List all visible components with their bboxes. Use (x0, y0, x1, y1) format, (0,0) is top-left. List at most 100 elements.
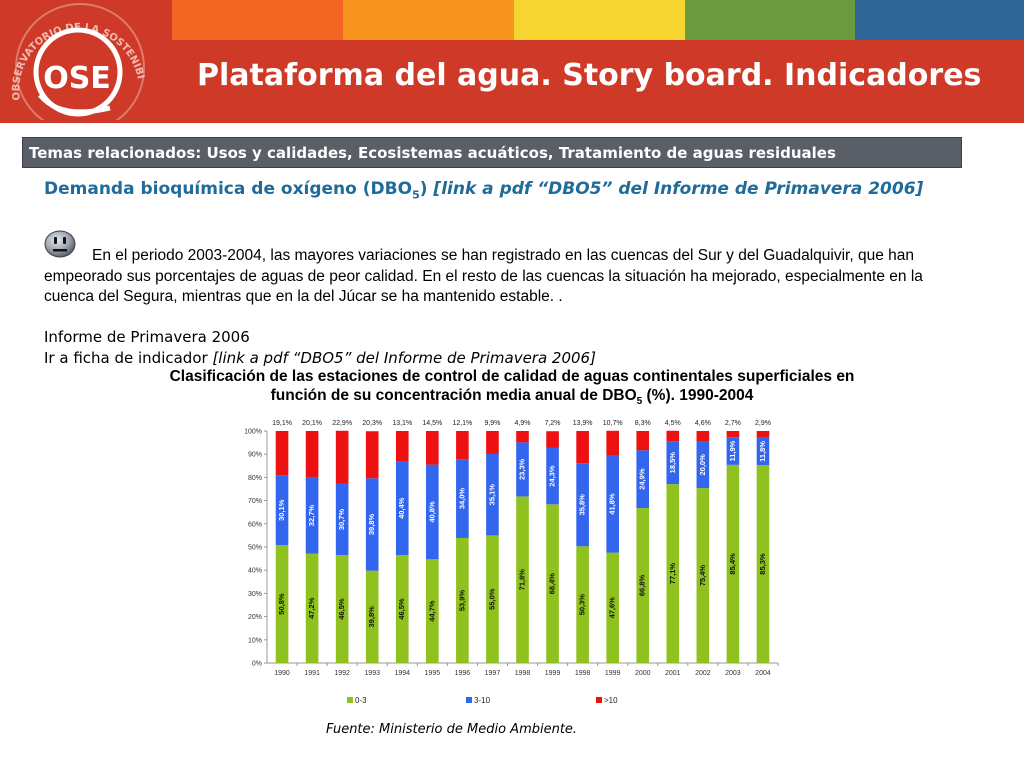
bar-top-label: 7,2% (545, 420, 561, 427)
bar-value-label: 40,8% (427, 501, 436, 523)
bar-segment-03 (516, 496, 529, 663)
bar-segment-310 (335, 483, 349, 556)
legend-swatch (466, 697, 472, 703)
bar-segment-03 (756, 465, 770, 663)
bar-top-label: 13,9% (573, 420, 593, 427)
bar-segment-310 (305, 477, 319, 554)
bar-value-label: 77,1% (668, 563, 677, 585)
bar-segment-03 (486, 535, 499, 663)
indicator-sheet-prefix: Ir a ficha de indicador (44, 349, 213, 367)
related-topics-box: Temas relacionados: Usos y calidades, Ec… (22, 137, 962, 168)
bar-segment-10 (516, 431, 529, 443)
x-tick-label: 1997 (485, 670, 501, 677)
bar-top-label: 20,1% (302, 420, 322, 427)
bar-segment-03 (305, 553, 319, 663)
indicator-sheet-link-line: Ir a ficha de indicador [link a pdf “DBO… (44, 349, 596, 367)
x-tick-label: 1994 (394, 670, 410, 677)
bar-segment-03 (666, 484, 680, 663)
bar-segment-03 (696, 488, 710, 663)
header-stripe-3 (514, 0, 685, 40)
bar-segment-10 (275, 431, 289, 476)
bar-segment-03 (546, 504, 559, 663)
bar-segment-10 (335, 430, 349, 484)
bar-segment-03 (606, 552, 619, 663)
bar-segment-310 (726, 437, 740, 465)
header-divider (0, 120, 1024, 123)
x-tick-label: 1996 (455, 670, 471, 677)
x-tick-label: 1998 (515, 670, 531, 677)
y-tick-label: 90% (248, 452, 262, 459)
bar-value-label: 46,5% (397, 598, 406, 620)
bar-segment-10 (426, 431, 439, 465)
indicator-sheet-link[interactable]: [link a pdf “DBO5” del Informe de Primav… (212, 349, 596, 367)
bar-value-label: 32,7% (307, 505, 316, 527)
x-tick-label: 2003 (725, 670, 741, 677)
ose-logo: OBSERVATORIO DE LA SOSTENIBILIDAD OSE (0, 0, 146, 120)
bar-segment-03 (636, 508, 650, 663)
legend-label: 3-10 (474, 696, 491, 705)
bar-segment-10 (395, 431, 409, 462)
bar-value-label: 41,8% (608, 493, 617, 515)
bar-top-label: 10,7% (603, 420, 623, 427)
chart-title-line2-pre: función de su concentración media anual … (270, 387, 637, 404)
x-tick-label: 2000 (635, 670, 651, 677)
bar-value-label: 30,7% (337, 509, 346, 531)
bar-value-label: 50,3% (578, 594, 587, 616)
x-tick-label: 1999 (605, 670, 621, 677)
bar-segment-10 (696, 431, 710, 442)
bar-top-label: 12,1% (452, 420, 472, 427)
bar-value-label: 66,8% (638, 575, 647, 597)
bar-top-label: 14,5% (422, 420, 442, 427)
indicator-title-sub: 5 (412, 188, 420, 202)
indicator-heading: Demanda bioquímica de oxígeno (DBO5) [li… (44, 178, 974, 206)
bar-value-label: 11,8% (758, 441, 767, 462)
bar-value-label: 75,4% (698, 565, 707, 587)
bar-top-label: 2,9% (755, 420, 771, 427)
bar-value-label: 68,4% (548, 573, 557, 595)
logo-text: OSE (43, 61, 111, 96)
indicator-pdf-link[interactable]: [link a pdf “DBO5” del Informe de Primav… (433, 179, 924, 199)
x-tick-label: 1990 (274, 670, 290, 677)
header-stripe-2 (343, 0, 514, 40)
bar-segment-10 (606, 430, 619, 456)
bar-segment-310 (275, 475, 289, 546)
bar-value-label: 24,9% (638, 468, 647, 490)
bar-segment-03 (365, 570, 379, 663)
bar-top-label: 22,9% (332, 420, 352, 427)
bar-segment-10 (666, 430, 680, 442)
bar-value-label: 34,0% (457, 488, 466, 510)
bar-value-label: 44,7% (427, 600, 436, 622)
legend-swatch (596, 697, 602, 703)
bar-segment-10 (726, 431, 740, 438)
chart-source: Fuente: Ministerio de Medio Ambiente. (326, 722, 578, 737)
y-tick-label: 10% (248, 637, 262, 644)
indicator-title-post: ) (419, 179, 428, 199)
x-tick-label: 1995 (425, 670, 441, 677)
bar-segment-03 (426, 559, 439, 663)
indicator-title-pre: Demanda bioquímica de oxígeno (DBO (44, 179, 413, 199)
bar-top-label: 4,6% (695, 420, 711, 427)
bar-value-label: 18,5% (668, 452, 677, 474)
x-tick-label: 1993 (364, 670, 380, 677)
chart-title-line2-post: (%). 1990-2004 (642, 387, 754, 404)
y-tick-label: 80% (248, 475, 262, 482)
bar-segment-310 (546, 447, 559, 505)
bar-segment-10 (756, 431, 770, 438)
bar-segment-10 (365, 431, 379, 479)
bar-value-label: 55,0% (487, 588, 496, 610)
bar-segment-310 (456, 459, 469, 538)
bar-segment-310 (365, 478, 379, 571)
bar-segment-10 (486, 431, 499, 454)
header-stripe-1 (172, 0, 343, 40)
bar-value-label: 24,3% (548, 465, 557, 487)
bar-segment-03 (395, 555, 409, 663)
bar-segment-310 (395, 461, 409, 556)
bar-value-label: 39,8% (367, 514, 376, 536)
x-tick-label: 2002 (695, 670, 711, 677)
bar-segment-03 (335, 555, 349, 663)
header-stripe-left (0, 0, 172, 40)
bar-top-label: 19,1% (272, 420, 292, 427)
y-tick-label: 50% (248, 545, 262, 552)
y-tick-label: 40% (248, 568, 262, 575)
bar-value-label: 46,5% (337, 598, 346, 620)
